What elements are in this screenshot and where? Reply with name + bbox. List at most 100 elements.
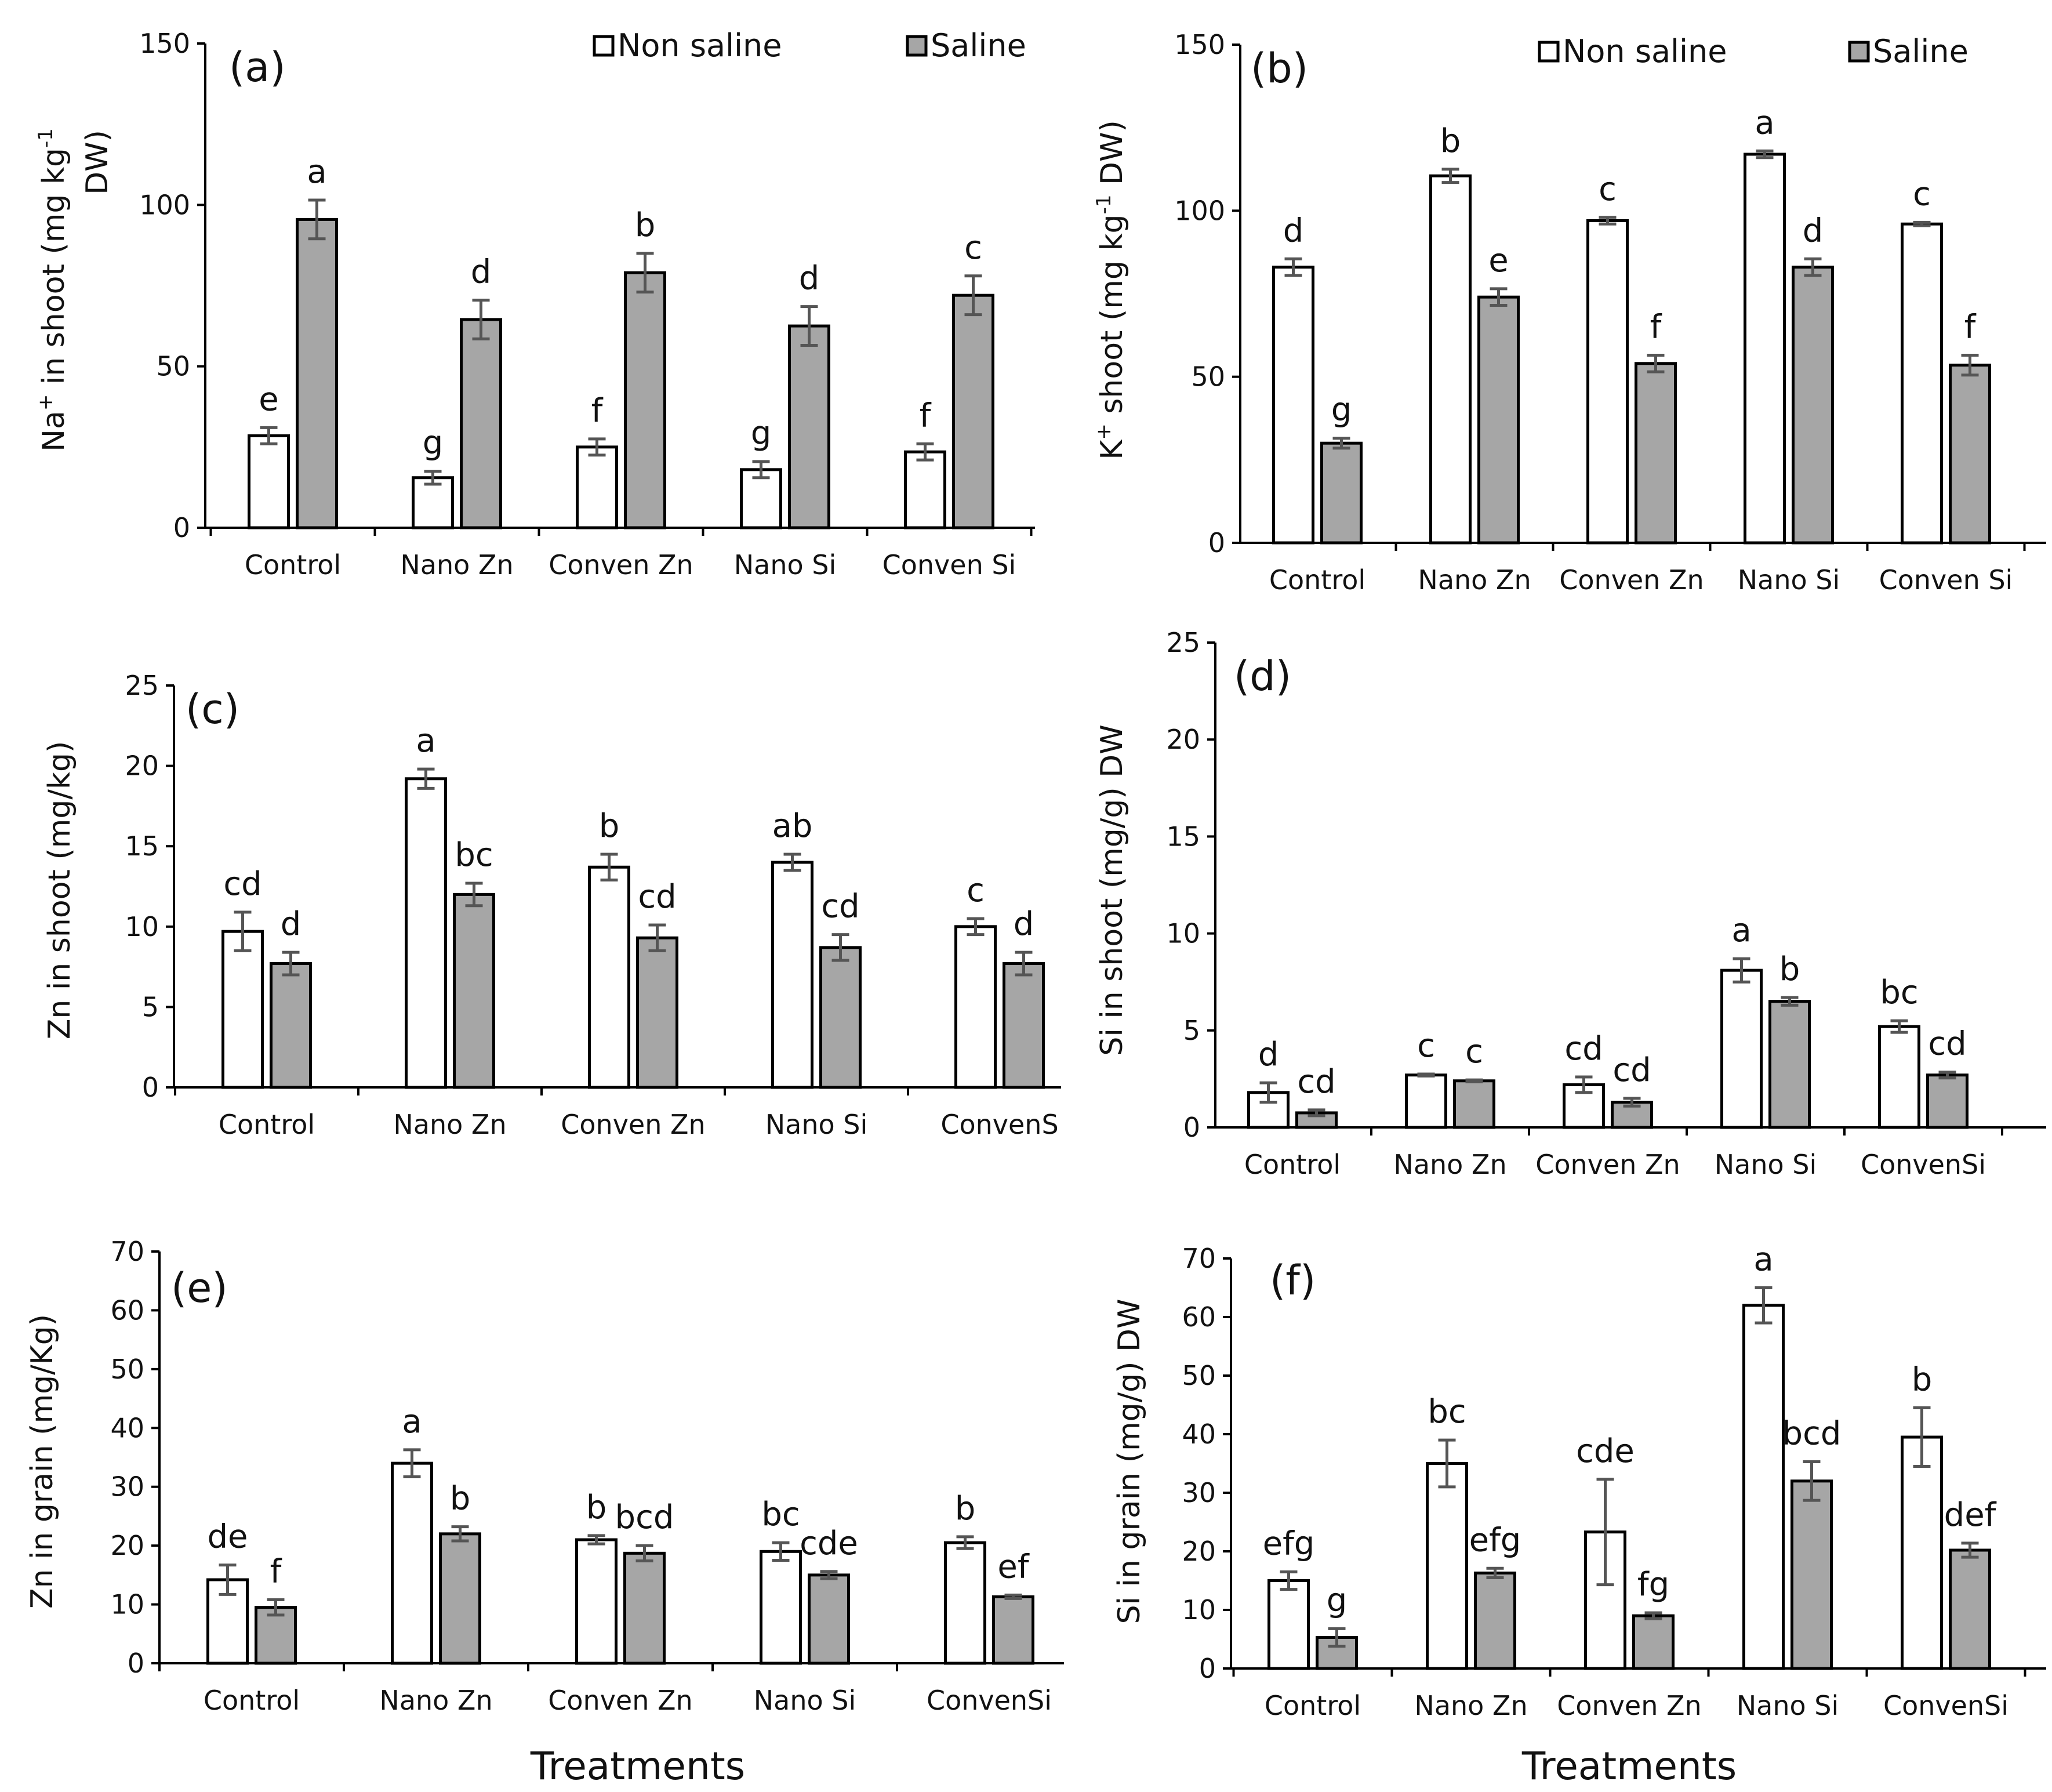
legend-swatch-saline	[906, 35, 928, 57]
error-bar	[752, 460, 770, 480]
bar-saline	[439, 1532, 481, 1665]
panel-label: (d)	[1234, 652, 1291, 700]
significance-letter: d	[1803, 212, 1824, 249]
y-axis-title: Na+ in shoot (mg kg-1	[34, 128, 71, 452]
legend: Non saline Saline	[1538, 33, 1969, 70]
bar-non-saline	[904, 450, 946, 529]
error-bar	[1756, 149, 1774, 159]
significance-letter: de	[208, 1518, 248, 1556]
legend-label: Non saline	[1563, 33, 1727, 70]
bar-non-saline	[1267, 1579, 1310, 1670]
error-bar	[1328, 1627, 1346, 1648]
x-tick-label: Nano Zn	[393, 1109, 506, 1140]
error-bar	[1647, 353, 1665, 373]
y-tick-label: 50	[110, 1354, 144, 1385]
error-bar	[820, 1570, 838, 1580]
error-bar	[600, 853, 618, 882]
bar-saline	[624, 271, 666, 529]
bar-non-saline	[221, 930, 264, 1089]
error-bar	[424, 470, 442, 486]
panel-label: (a)	[229, 43, 286, 91]
error-bar	[635, 1544, 653, 1563]
significance-letter: e	[259, 380, 278, 418]
y-tick-label: 25	[1166, 627, 1200, 658]
bar-saline	[952, 293, 994, 529]
significance-letter: b	[1440, 122, 1461, 160]
error-bar	[588, 437, 606, 457]
error-bar	[1438, 1438, 1456, 1489]
bar-non-saline	[944, 1541, 986, 1665]
y-tick-label: 10	[1182, 1594, 1216, 1626]
significance-letter: a	[1753, 1241, 1773, 1279]
significance-letter: f	[270, 1552, 282, 1590]
error-bar	[1623, 1097, 1641, 1108]
bar-saline	[270, 962, 312, 1089]
x-tick-label: Control	[1269, 564, 1365, 596]
bar-non-saline	[1429, 174, 1472, 545]
x-tick-label: Nano Zn	[379, 1685, 492, 1716]
bar-saline	[1768, 1000, 1811, 1129]
x-tick-label: ConvenSi	[1861, 1149, 1986, 1180]
x-tick-label: Conven Zn	[561, 1109, 705, 1140]
bar-non-saline	[576, 445, 618, 529]
significance-letter: f	[591, 392, 604, 430]
y-tick-label: 50	[156, 351, 190, 382]
significance-letter: f	[1964, 308, 1977, 346]
y-tick-label: 10	[125, 911, 159, 942]
panel-label: (b)	[1251, 45, 1308, 92]
significance-letter: efg	[1263, 1525, 1315, 1562]
significance-letter: def	[1944, 1496, 1997, 1534]
error-bar	[451, 1525, 469, 1543]
significance-letter: f	[1650, 308, 1662, 346]
bar-non-saline	[575, 1538, 618, 1665]
bar-saline	[1635, 362, 1677, 545]
y-tick-label: 40	[110, 1412, 144, 1443]
significance-letter: efg	[1469, 1521, 1521, 1559]
bar-saline	[1632, 1614, 1675, 1670]
y-axis-title: Zn in grain (mg/Kg)	[25, 1314, 60, 1609]
y-axis-title: Si in grain (mg/g) DW	[1112, 1299, 1147, 1624]
x-tick-label: Conven Si	[882, 549, 1016, 581]
x-tick-label: Nano Zn	[1418, 564, 1531, 596]
x-tick-label: Conven Zn	[1559, 564, 1704, 596]
error-bar	[1308, 1108, 1325, 1118]
error-bar	[1961, 1541, 1979, 1559]
legend-label: Saline	[1873, 33, 1969, 70]
chart-panel-f: 0 10 20 30 40 50 60 70 Control Nano Zn Conven Zn Na…	[1112, 1241, 2046, 1789]
y-tick-label: 15	[1166, 821, 1200, 852]
chart-panel-a: 0 50 100 150 Control Nano Zn Conven Zn Nano Si C…	[34, 27, 1035, 581]
error-bar	[916, 442, 934, 462]
error-bar	[1596, 1478, 1614, 1587]
error-bar	[267, 1598, 285, 1617]
x-tick-label: Nano Si	[765, 1109, 868, 1140]
significance-letter: b	[955, 1490, 976, 1528]
bar-saline	[1474, 1571, 1516, 1670]
x-tick-label: Nano Zn	[1414, 1690, 1527, 1721]
significance-letter: b	[586, 1489, 607, 1526]
significance-letter: c	[1465, 1033, 1483, 1071]
bar-non-saline	[1586, 219, 1629, 545]
x-tick-label: Nano Si	[734, 549, 837, 581]
significance-letter: b	[635, 206, 656, 244]
y-tick-label: 40	[1182, 1419, 1216, 1450]
y-tick-label: 20	[1166, 724, 1200, 755]
significance-letter: d	[1283, 212, 1304, 249]
bar-non-saline	[1742, 1304, 1785, 1670]
significance-letter: bc	[761, 1496, 800, 1533]
y-tick-label: 0	[173, 512, 190, 543]
error-bar	[1890, 1019, 1908, 1034]
bar-saline	[1453, 1079, 1495, 1129]
bar-non-saline	[1901, 222, 1943, 545]
significance-letter: cd	[1928, 1025, 1966, 1063]
y-tick-label: 50	[1191, 361, 1225, 393]
x-tick-label: Conven Zn	[1557, 1690, 1701, 1721]
x-tick-label: Control	[204, 1685, 300, 1716]
x-tick-label: Nano Si	[1738, 564, 1840, 596]
significance-letter: ef	[997, 1548, 1029, 1586]
significance-letter: cd	[638, 878, 676, 916]
error-bar	[1490, 287, 1508, 307]
error-bar	[1755, 1286, 1773, 1325]
bar-saline	[788, 324, 830, 529]
error-bar	[465, 882, 483, 908]
chart-panel-d: 0 5 10 15 20 25 Control Nano Zn Conven Zn Nano Si…	[1095, 627, 2046, 1180]
